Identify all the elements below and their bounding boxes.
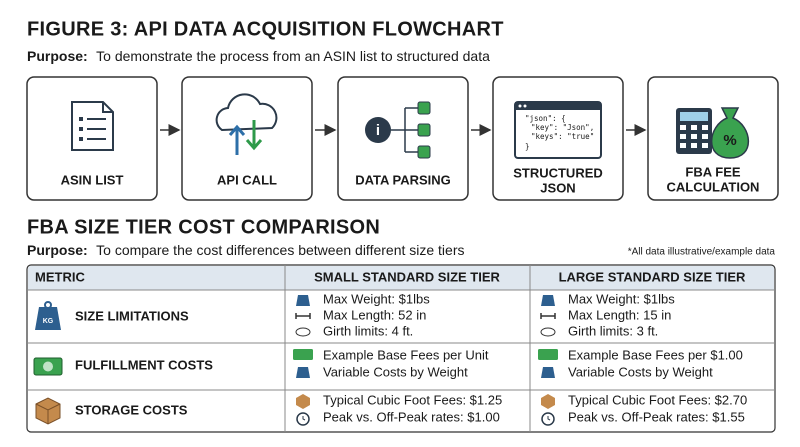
cell-line: Variable Costs by Weight: [568, 364, 713, 379]
box-icon: [35, 397, 61, 425]
cell-line: Example Base Fees per Unit: [323, 347, 489, 362]
cell-line: Max Length: 52 in: [323, 307, 426, 322]
code-line: "keys": "true": [531, 132, 594, 141]
cash-icon: [33, 357, 63, 376]
cell-line: Peak vs. Off-Peak rates: $1.00: [323, 409, 500, 424]
step-label: STRUCTURED: [513, 165, 603, 180]
code-line: }: [525, 142, 530, 151]
svg-text:%: %: [723, 132, 736, 149]
step-label: DATA PARSING: [355, 172, 451, 187]
cell-line: Max Length: 15 in: [568, 307, 671, 322]
note: *All data illustrative/example data: [628, 247, 776, 258]
cell-line: Typical Cubic Foot Fees: $1.25: [323, 392, 502, 407]
cell-icons: [293, 294, 559, 426]
document-icon: [71, 101, 114, 151]
column-header: SMALL STANDARD SIZE TIER: [314, 269, 500, 284]
figure-title: FIGURE 3: API DATA ACQUISITION FLOWCHART: [27, 18, 504, 40]
cell-line: Max Weight: $1lbs: [323, 291, 430, 306]
step-label: ASIN LIST: [61, 172, 124, 187]
weight-icon: KG: [35, 301, 61, 330]
step-label: FBA FEE: [685, 164, 740, 179]
purpose-label: Purpose:: [27, 242, 88, 258]
cell-line: Max Weight: $1lbs: [568, 291, 675, 306]
parsing-icon: i: [365, 101, 431, 159]
code-line: "json": {: [525, 114, 566, 123]
purpose-text: To compare the cost differences between …: [96, 242, 464, 258]
step-label: JSON: [540, 180, 575, 195]
svg-text:KG: KG: [43, 318, 54, 325]
code-window: "json": { "key": "Json", "keys": "true" …: [514, 101, 602, 159]
metric-label: STORAGE COSTS: [75, 402, 188, 417]
metric-label: FULFILLMENT COSTS: [75, 357, 213, 372]
svg-text:i: i: [376, 122, 380, 139]
step-label: API CALL: [217, 172, 277, 187]
cell-line: Girth limits: 4 ft.: [323, 323, 413, 338]
step-label: CALCULATION: [667, 179, 760, 194]
cell-line: Variable Costs by Weight: [323, 364, 468, 379]
cell-line: Peak vs. Off-Peak rates: $1.55: [568, 409, 745, 424]
purpose: Purpose: To demonstrate the process from…: [27, 48, 490, 66]
purpose-label: Purpose:: [27, 48, 88, 64]
cell-line: Girth limits: 3 ft.: [568, 323, 658, 338]
column-header: LARGE STANDARD SIZE TIER: [559, 269, 746, 284]
fee-icon: %: [676, 107, 749, 159]
purpose-text: To demonstrate the process from an ASIN …: [96, 48, 490, 64]
cloud-icon: [215, 93, 278, 155]
cell-line: Typical Cubic Foot Fees: $2.70: [568, 392, 747, 407]
code-line: "key": "Json",: [531, 123, 594, 132]
section-title: FBA SIZE TIER COST COMPARISON: [27, 216, 380, 238]
purpose: Purpose: To compare the cost differences…: [27, 242, 465, 260]
cell-line: Example Base Fees per $1.00: [568, 347, 743, 362]
table: METRIC SMALL STANDARD SIZE TIER LARGE ST…: [26, 264, 776, 433]
step-box: [181, 76, 313, 201]
column-header: METRIC: [35, 269, 85, 284]
metric-label: SIZE LIMITATIONS: [75, 308, 189, 323]
step-box: [337, 76, 469, 201]
